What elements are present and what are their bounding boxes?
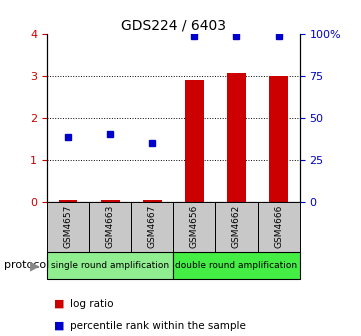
Text: ■: ■ bbox=[54, 321, 65, 331]
Text: double round amplification: double round amplification bbox=[175, 261, 297, 270]
Bar bbox=[227, 74, 246, 202]
Text: GSM4662: GSM4662 bbox=[232, 205, 241, 248]
Text: GSM4656: GSM4656 bbox=[190, 205, 199, 249]
Text: protocol: protocol bbox=[4, 260, 49, 270]
FancyBboxPatch shape bbox=[257, 202, 300, 252]
Text: GSM4657: GSM4657 bbox=[64, 205, 73, 249]
FancyBboxPatch shape bbox=[47, 252, 173, 279]
Bar bbox=[143, 200, 162, 202]
FancyBboxPatch shape bbox=[173, 202, 216, 252]
FancyBboxPatch shape bbox=[173, 252, 300, 279]
Text: percentile rank within the sample: percentile rank within the sample bbox=[70, 321, 246, 331]
FancyBboxPatch shape bbox=[47, 202, 89, 252]
Text: GSM4663: GSM4663 bbox=[106, 205, 114, 249]
Text: GSM4666: GSM4666 bbox=[274, 205, 283, 249]
Text: ▶: ▶ bbox=[30, 259, 39, 272]
Bar bbox=[185, 80, 204, 202]
Bar bbox=[58, 200, 78, 202]
FancyBboxPatch shape bbox=[216, 202, 257, 252]
Text: ■: ■ bbox=[54, 299, 65, 309]
Text: log ratio: log ratio bbox=[70, 299, 114, 309]
Bar bbox=[269, 76, 288, 202]
Bar bbox=[101, 200, 119, 202]
Text: single round amplification: single round amplification bbox=[51, 261, 169, 270]
Title: GDS224 / 6403: GDS224 / 6403 bbox=[121, 18, 226, 33]
FancyBboxPatch shape bbox=[89, 202, 131, 252]
Text: GSM4667: GSM4667 bbox=[148, 205, 157, 249]
FancyBboxPatch shape bbox=[131, 202, 173, 252]
